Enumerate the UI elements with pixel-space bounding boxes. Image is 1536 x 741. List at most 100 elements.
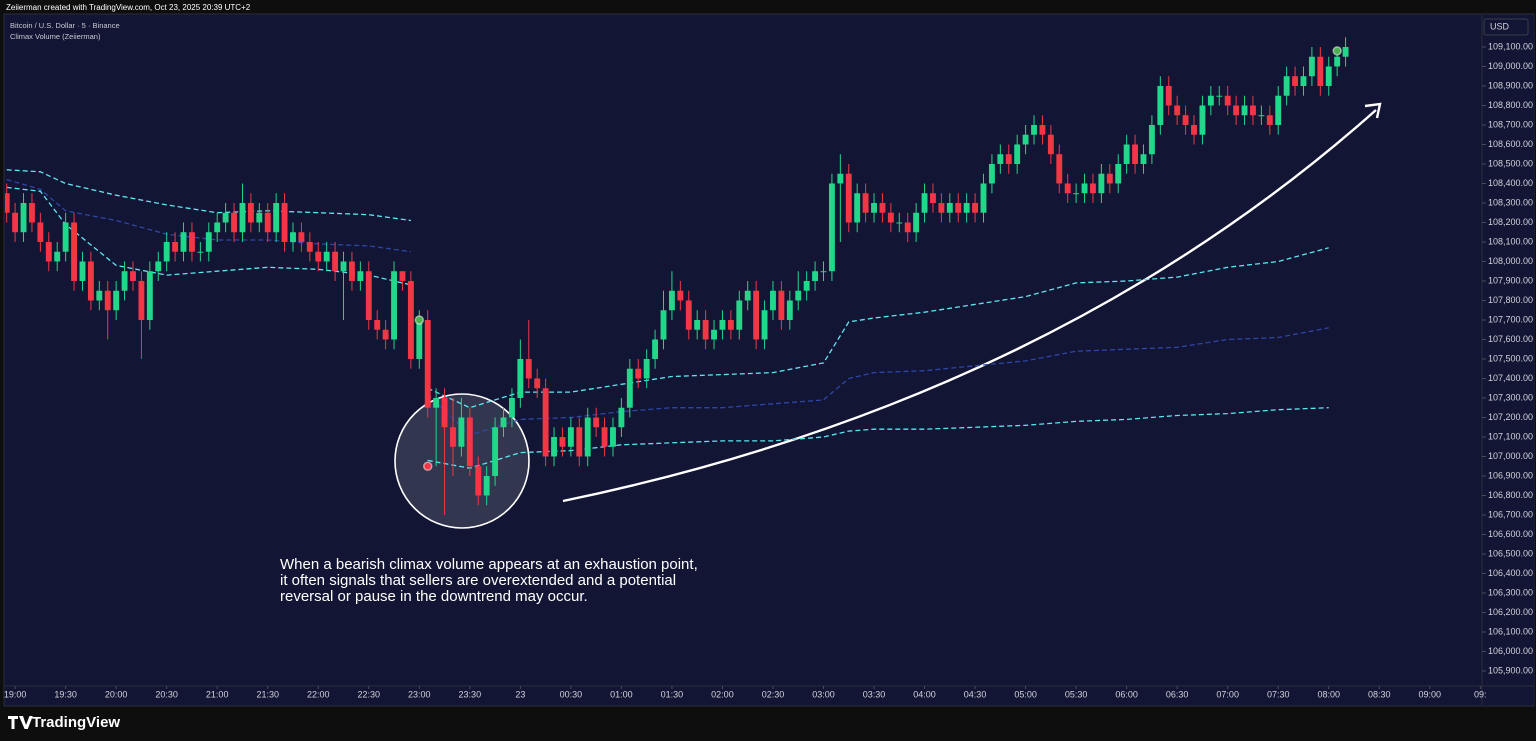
x-tick-label: 05:30 (1065, 689, 1088, 699)
candle-body (1140, 154, 1147, 164)
candle-body (837, 173, 844, 184)
candle-body (525, 358, 532, 379)
climax-marker (1332, 46, 1342, 56)
candle-body (559, 436, 566, 447)
y-tick-label: 108,900.00 (1488, 80, 1533, 90)
indicator-name: Climax Volume (Zeiierman) (10, 32, 101, 41)
candle-body (972, 202, 979, 213)
candle-body (1266, 115, 1273, 125)
candle-body (1216, 95, 1223, 97)
candle-body (988, 163, 995, 184)
candle-body (424, 319, 431, 408)
y-tick-label: 106,300.00 (1488, 587, 1533, 597)
x-tick-label: 06:30 (1166, 689, 1189, 699)
candle-body (1233, 105, 1240, 116)
candle-body (635, 368, 642, 379)
candle-body (1098, 173, 1105, 194)
x-tick-label: 03:00 (812, 689, 835, 699)
x-tick-label: 19:00 (4, 689, 27, 699)
y-tick-label: 107,000.00 (1488, 451, 1533, 461)
x-tick-label: 04:00 (913, 689, 936, 699)
candle-body (1106, 173, 1113, 184)
x-tick-label: 04:30 (964, 689, 987, 699)
currency-box[interactable] (1483, 18, 1529, 36)
candle-body (576, 427, 583, 457)
candle-body (348, 261, 355, 281)
currency-label: USD (1490, 21, 1510, 31)
candle-body (163, 241, 170, 262)
candle-body (567, 427, 574, 447)
annotation-line: reversal or pause in the downtrend may o… (280, 588, 588, 605)
candle-body (466, 417, 473, 467)
candle-body (921, 193, 928, 213)
candle-body (913, 212, 920, 233)
y-tick-label: 107,900.00 (1488, 275, 1533, 285)
annotation-line: When a bearish climax volume appears at … (280, 556, 698, 573)
y-tick-label: 106,700.00 (1488, 509, 1533, 519)
candle-body (997, 154, 1004, 164)
candle-body (1292, 76, 1299, 86)
candle-body (778, 290, 785, 320)
y-tick-label: 109,000.00 (1488, 61, 1533, 71)
candle-body (1148, 124, 1155, 155)
candle-body (20, 202, 27, 233)
candle-body (323, 251, 330, 262)
candle-body (222, 212, 229, 223)
candle-body (879, 202, 886, 213)
candle-body (1224, 95, 1231, 106)
candle-body (500, 417, 507, 428)
candle-body (483, 475, 490, 496)
candle-body (618, 407, 625, 428)
x-tick-label: 09: (1474, 689, 1487, 699)
candle-body (1081, 183, 1088, 194)
candle-body (1334, 56, 1341, 67)
candle-body (736, 300, 743, 330)
candle-body (1005, 154, 1012, 164)
candle-body (332, 251, 339, 272)
candle-body (770, 290, 776, 311)
candle-body (862, 193, 869, 213)
candle-body (113, 290, 120, 311)
candle-body (1300, 76, 1307, 86)
candle-body (930, 193, 936, 203)
y-tick-label: 108,800.00 (1488, 100, 1533, 110)
x-tick-label: 05:00 (1014, 689, 1037, 699)
candle-body (247, 202, 254, 223)
x-tick-label: 23:00 (408, 689, 431, 699)
y-tick-label: 106,400.00 (1488, 568, 1533, 578)
candle-body (584, 417, 591, 457)
x-tick-label: 01:00 (610, 689, 633, 699)
y-tick-label: 108,000.00 (1488, 256, 1533, 266)
y-tick-label: 106,200.00 (1488, 607, 1533, 617)
x-tick-label: 06:00 (1115, 689, 1138, 699)
y-tick-label: 106,800.00 (1488, 490, 1533, 500)
y-tick-label: 108,400.00 (1488, 178, 1533, 188)
x-tick-label: 23:30 (459, 689, 482, 699)
candle-body (239, 202, 246, 233)
candle-body (551, 436, 557, 457)
candle-body (668, 290, 675, 311)
candle-body (904, 222, 911, 233)
candle-body (702, 319, 709, 340)
candle-body (1258, 115, 1265, 117)
candle-body (155, 261, 162, 272)
plot-area (5, 37, 1382, 529)
candle-body (887, 212, 894, 223)
candle-body (180, 232, 187, 252)
y-tick-label: 107,300.00 (1488, 392, 1533, 402)
climax-marker (414, 315, 425, 325)
candle-body (1014, 144, 1021, 164)
candle-body (1064, 183, 1071, 194)
candle-body (955, 202, 962, 213)
y-tick-label: 108,200.00 (1488, 217, 1533, 227)
brand-logo (8, 716, 33, 729)
candle-body (1182, 115, 1189, 125)
candle-body (871, 202, 877, 213)
x-tick-label: 19:30 (54, 689, 77, 699)
candle-body (357, 271, 364, 281)
candle-body (433, 397, 440, 408)
y-tick-label: 105,900.00 (1488, 665, 1533, 675)
y-tick-label: 108,500.00 (1488, 158, 1533, 168)
chart-title: Bitcoin / U.S. Dollar · 5 · Binance (10, 21, 120, 30)
candle-body (517, 358, 524, 398)
